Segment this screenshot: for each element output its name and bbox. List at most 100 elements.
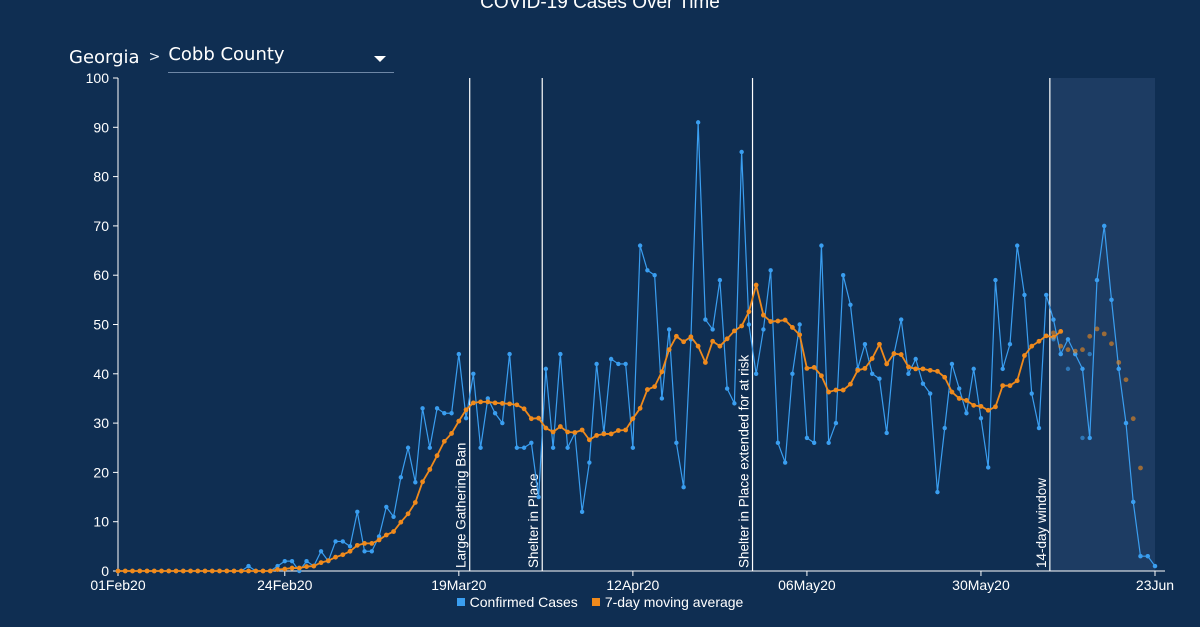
moving-average-window-point [1051,330,1056,336]
chevron-down-icon[interactable] [374,55,387,62]
x-tick-label: 23Jun [1136,577,1174,593]
moving-average-point [956,396,962,401]
confirmed-cases-point [1007,342,1013,347]
confirmed-cases-point [659,396,665,401]
confirmed-cases-point [282,558,287,564]
moving-average-window-point [1065,347,1071,353]
moving-average-point [478,399,483,405]
confirmed-cases-point [1065,337,1071,342]
moving-average-point [761,312,766,318]
confirmed-cases-point [848,302,853,307]
confirmed-cases-point [674,440,679,446]
confirmed-cases-point [935,489,940,495]
confirmed-cases-point [884,430,889,436]
confirmed-cases-point [369,549,375,554]
confirmed-cases-window-point [1116,366,1121,372]
moving-average-point [557,424,563,429]
confirmed-cases-point [405,445,411,450]
county-dropdown[interactable]: Cobb County [168,42,395,73]
legend-item-confirmed[interactable]: Confirmed Cases [456,594,578,610]
y-tick-label: 100 [86,70,110,86]
confirmed-cases-point [507,351,512,357]
confirmed-cases-point [492,411,498,416]
breadcrumb-state[interactable]: Georgia [69,46,140,68]
moving-average-point [391,529,396,534]
moving-average-point [246,568,251,574]
confirmed-cases-point [877,376,882,381]
location-breadcrumb: Georgia > Cobb County [69,42,395,73]
moving-average-point [275,567,280,572]
moving-average-window-point [1080,347,1085,353]
confirmed-cases-point [434,406,440,411]
y-tick-label: 0 [101,563,109,579]
moving-average-point [608,431,614,437]
confirmed-cases-point [695,120,701,125]
confirmed-cases-point [594,361,599,367]
confirmed-cases-point [746,322,752,327]
moving-average-point [267,568,273,574]
moving-average-point [601,431,607,437]
moving-average-window-point [1123,377,1129,383]
moving-average-point [710,338,716,344]
moving-average-window-point [1101,331,1107,337]
moving-average-point [427,467,433,472]
confirmed-cases-window-point [1102,223,1107,229]
confirmed-cases-point [398,475,404,480]
moving-average-window-point [1109,341,1114,347]
confirmed-cases-point [1000,366,1005,372]
moving-average-point [369,540,375,546]
confirmed-cases-point [775,440,781,446]
legend-swatch-confirmed [456,598,465,606]
confirmed-cases-point [500,420,505,426]
confirmed-cases-point [826,440,831,446]
moving-average-point [1014,378,1020,384]
confirmed-cases-window-point [1065,366,1071,372]
moving-average-point [333,554,338,560]
confirmed-cases-point [724,386,730,391]
legend-item-moving-average[interactable]: 7-day moving average [591,594,743,610]
moving-average-point [927,367,933,373]
forecast-window-shade [1049,78,1155,571]
confirmed-cases-point [710,327,715,332]
moving-average-point [702,360,708,365]
moving-average-window-point [1138,465,1143,471]
moving-average-point [449,431,454,436]
confirmed-cases-point [957,386,962,391]
moving-average-point [209,568,215,574]
moving-average-point [579,427,585,433]
confirmed-cases-point [732,401,737,406]
breadcrumb-separator: > [148,49,161,65]
confirmed-cases-window-point [1138,554,1143,559]
confirmed-cases-point [971,366,976,372]
moving-average-point [673,333,679,339]
confirmed-cases-window-point [1131,499,1136,505]
moving-average-point [122,568,128,574]
moving-average-point [1036,338,1042,344]
moving-average-point [884,361,890,367]
confirmed-cases-point [681,484,686,490]
y-tick-label: 80 [93,169,109,185]
confirmed-cases-point [608,356,614,362]
moving-average-point [739,323,745,329]
legend-label-confirmed: Confirmed Cases [469,594,578,610]
confirmed-cases-point [587,460,592,465]
moving-average-point [224,568,230,574]
moving-average-line [118,284,1062,572]
moving-average-point [797,332,803,338]
moving-average-point [840,387,846,393]
confirmed-cases-line [118,121,1156,572]
moving-average-point [753,282,759,288]
moving-average-point [383,532,389,538]
confirmed-cases-point [376,534,382,539]
event-marker-label: 14-day window [1034,478,1049,568]
moving-average-point [964,398,969,403]
moving-average-point [550,429,556,435]
confirmed-cases-point [529,440,534,446]
moving-average-point [891,351,897,356]
moving-average-point [666,347,672,353]
confirmed-cases-point [630,445,636,450]
confirmed-cases-point [384,504,389,510]
confirmed-cases-point [906,371,911,376]
confirmed-cases-point [869,371,875,376]
